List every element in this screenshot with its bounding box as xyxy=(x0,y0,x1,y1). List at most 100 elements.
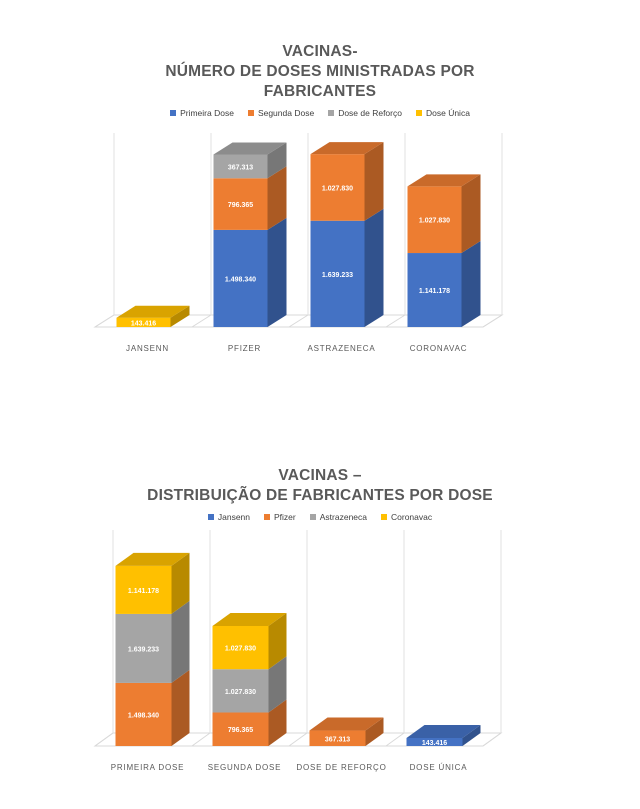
bar-top-jansenn xyxy=(116,305,190,318)
bar-top-dose-unica xyxy=(406,725,481,738)
floor-divider xyxy=(191,314,212,328)
legend-swatch xyxy=(264,514,271,520)
bar-top-primeira-dose xyxy=(115,552,190,566)
chart-1-title-line-2: NÚMERO DE DOSES MINISTRADAS POR xyxy=(165,63,475,80)
x-tick-label: DOSE DE REFORÇO xyxy=(296,763,386,772)
chart-1-title: VACINAS- NÚMERO DE DOSES MINISTRADAS POR… xyxy=(0,42,640,102)
bar-top-coronavac xyxy=(407,174,481,187)
legend-label: Segunda Dose xyxy=(257,108,315,118)
legend-swatch xyxy=(170,110,177,116)
legend-label: Primeira Dose xyxy=(180,108,234,118)
legend-swatch xyxy=(328,110,335,116)
legend-swatch xyxy=(381,514,387,520)
data-label-primeira-dose-pfizer: 1.498.340 xyxy=(128,712,159,719)
bar-astrazeneca-primeira-dose xyxy=(310,220,365,327)
chart-2: VACINAS – DISTRIBUIÇÃO DE FABRICANTES PO… xyxy=(0,466,640,522)
bar-top-dose-de-reforco xyxy=(309,717,384,731)
data-label-coronavac-primeira-dose: 1.141.178 xyxy=(419,288,450,295)
chart-1-title-line-1: VACINAS- xyxy=(282,43,358,60)
bar-jansenn-dose-unica xyxy=(116,317,171,327)
bar-side-astrazeneca-segunda-dose xyxy=(364,142,384,221)
bar-dose-de-reforco-pfizer xyxy=(309,730,366,746)
chart-1-legend: Primeira Dose Segunda Dose Dose de Refor… xyxy=(0,108,640,118)
x-tick-label: JANSENN xyxy=(126,344,169,353)
bar-coronavac-primeira-dose xyxy=(407,253,462,327)
legend-item: Dose Única xyxy=(415,108,470,118)
legend-item: Primeira Dose xyxy=(170,108,234,118)
floor xyxy=(93,314,504,328)
legend-swatch xyxy=(415,110,422,116)
data-label-segunda-dose-pfizer: 796.365 xyxy=(228,727,253,734)
data-label-jansenn-dose-unica: 143.416 xyxy=(131,320,156,327)
chart-1-title-line-3: FABRICANTES xyxy=(263,83,377,100)
legend-swatch xyxy=(247,110,254,116)
data-label-pfizer-primeira-dose: 1.498.340 xyxy=(225,276,256,283)
floor-divider xyxy=(482,732,502,747)
bar-side-astrazeneca-primeira-dose xyxy=(364,208,384,327)
legend-label: Dose de Reforço xyxy=(338,108,402,118)
floor-divider xyxy=(288,732,308,747)
bar-segunda-dose-astrazeneca xyxy=(212,669,269,713)
floor-divider xyxy=(94,314,115,328)
floor-divider xyxy=(191,732,211,747)
data-label-segunda-dose-coronavac: 1.027.830 xyxy=(225,646,256,653)
chart-2-title: VACINAS – DISTRIBUIÇÃO DE FABRICANTES PO… xyxy=(0,466,640,506)
floor-divider xyxy=(482,314,503,328)
legend-label: Jansenn xyxy=(217,512,251,522)
chart-2-legend: Jansenn Pfizer Astrazeneca Coronavac xyxy=(0,512,640,522)
bar-side-pfizer-segunda-dose xyxy=(267,166,287,230)
legend-item: Coronavac xyxy=(381,512,432,522)
x-tick-label: PRIMEIRA DOSE xyxy=(111,763,185,772)
data-label-coronavac-segunda-dose: 1.027.830 xyxy=(419,218,450,225)
data-label-primeira-dose-astrazeneca: 1.639.233 xyxy=(128,646,159,653)
legend-swatch xyxy=(207,514,214,520)
x-tick-label: CORONAVAC xyxy=(410,344,468,353)
bar-top-segunda-dose xyxy=(212,612,287,626)
data-label-dose-unica-jansenn: 143.416 xyxy=(422,740,447,747)
x-tick-label: SEGUNDA DOSE xyxy=(208,763,282,772)
data-label-pfizer-segunda-dose: 796.365 xyxy=(228,202,253,209)
data-label-pfizer-dose-de-reforco: 367.313 xyxy=(228,164,253,171)
bar-side-primeira-dose-coronavac xyxy=(171,552,190,614)
bar-primeira-dose-pfizer xyxy=(115,682,172,746)
legend-swatch xyxy=(309,514,316,520)
data-label-astrazeneca-primeira-dose: 1.639.233 xyxy=(322,272,353,279)
legend-label: Astrazeneca xyxy=(319,512,367,522)
bar-side-pfizer-primeira-dose xyxy=(267,217,287,327)
floor-divider xyxy=(288,314,309,328)
x-tick-label: ASTRAZENECA xyxy=(308,344,376,353)
legend-item: Dose de Reforço xyxy=(328,108,402,118)
data-label-astrazeneca-segunda-dose: 1.027.830 xyxy=(322,185,353,192)
bar-side-coronavac-primeira-dose xyxy=(461,241,481,327)
chart-2-title-line-2: DISTRIBUIÇÃO DE FABRICANTES POR DOSE xyxy=(147,487,493,504)
legend-item: Segunda Dose xyxy=(247,108,315,118)
legend-label: Dose Única xyxy=(425,108,470,118)
bar-side-primeira-dose-astrazeneca xyxy=(171,600,190,683)
bar-primeira-dose-astrazeneca xyxy=(115,613,172,683)
bar-astrazeneca-segunda-dose xyxy=(310,154,365,221)
chart-2-title-line-1: VACINAS – xyxy=(278,467,362,484)
bar-side-segunda-dose-coronavac xyxy=(268,612,287,670)
data-label-primeira-dose-coronavac: 1.141.178 xyxy=(128,588,159,595)
bar-dose-unica-jansenn xyxy=(406,738,463,746)
bar-segunda-dose-pfizer xyxy=(212,712,269,746)
bar-pfizer-primeira-dose xyxy=(213,229,268,327)
chart-1: VACINAS- NÚMERO DE DOSES MINISTRADAS POR… xyxy=(0,42,640,118)
data-label-segunda-dose-astrazeneca: 1.027.830 xyxy=(225,689,256,696)
floor-divider xyxy=(94,732,114,747)
bar-pfizer-dose-de-reforco xyxy=(213,154,268,179)
bar-side-segunda-dose-astrazeneca xyxy=(268,656,287,713)
bar-side-jansenn-dose-unica xyxy=(170,305,190,327)
bar-side-primeira-dose-pfizer xyxy=(171,669,190,746)
floor-divider xyxy=(385,314,406,328)
floor xyxy=(93,732,503,747)
bar-segunda-dose-coronavac xyxy=(212,625,269,670)
bar-top-astrazeneca xyxy=(310,142,384,155)
legend-label: Coronavac xyxy=(391,512,433,522)
floor-divider xyxy=(385,732,405,747)
bar-coronavac-segunda-dose xyxy=(407,186,462,254)
legend-item: Pfizer xyxy=(264,512,296,522)
legend-item: Jansenn xyxy=(207,512,251,522)
